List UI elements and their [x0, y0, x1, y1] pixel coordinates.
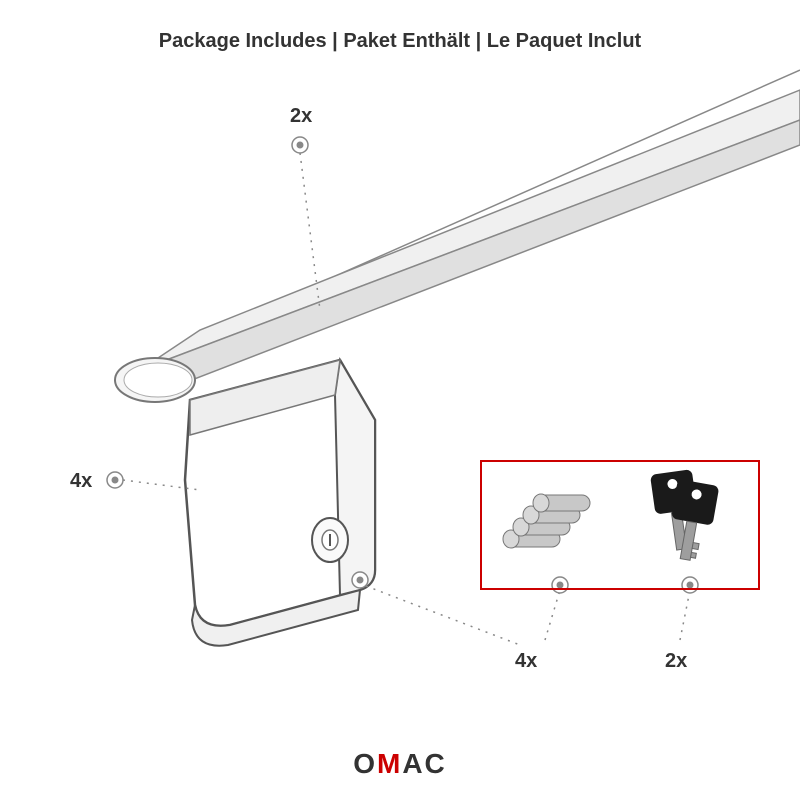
callout-key-qty: 2x — [665, 650, 687, 673]
logo-o: O — [353, 748, 377, 779]
brand-logo: OMAC — [0, 748, 800, 780]
product-diagram — [0, 0, 800, 800]
callout-bar-qty: 2x — [290, 105, 312, 128]
callout-foot-qty: 4x — [70, 470, 92, 493]
callout-lock-qty: 4x — [515, 650, 537, 673]
mounting-foot — [185, 360, 375, 646]
crossbar — [115, 70, 800, 402]
logo-m: M — [377, 748, 402, 779]
accessory-box — [480, 460, 760, 590]
logo-ac: AC — [402, 748, 446, 779]
